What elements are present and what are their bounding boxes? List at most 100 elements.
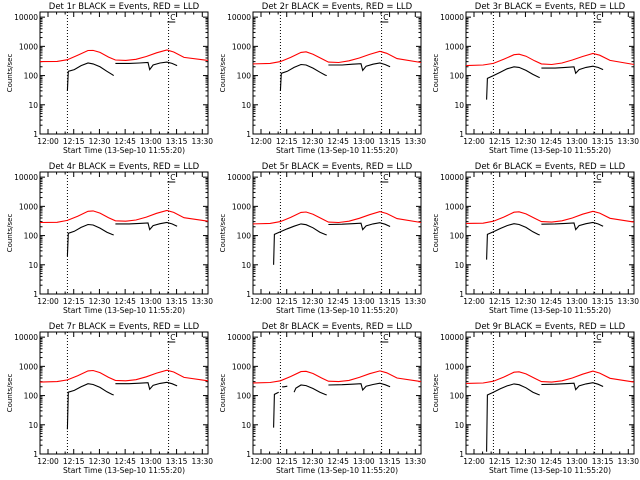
x-tick-label: 12:30 bbox=[89, 137, 111, 146]
y-tick-label: 10 bbox=[454, 101, 464, 110]
y-tick-label: 10000 bbox=[440, 173, 464, 182]
x-tick-label: 12:00 bbox=[37, 457, 59, 466]
x-tick-label: 13:00 bbox=[353, 137, 375, 146]
x-tick-label: 13:00 bbox=[566, 297, 588, 306]
x-axis-label: Start Time (13-Sep-10 11:55:20) bbox=[276, 466, 398, 475]
flag-label: C bbox=[170, 173, 175, 182]
plot-frame bbox=[39, 331, 209, 455]
x-axis-label: Start Time (13-Sep-10 11:55:20) bbox=[489, 146, 611, 155]
y-tick-label: 1 bbox=[459, 130, 464, 139]
series-lld-line bbox=[252, 370, 422, 384]
y-tick-label: 1 bbox=[246, 450, 251, 459]
x-tick-label: 13:15 bbox=[379, 137, 401, 146]
y-tick-label: 1000 bbox=[232, 42, 251, 51]
x-tick-label: 12:45 bbox=[540, 457, 562, 466]
chart-title: Det 1r BLACK = Events, RED = LLD bbox=[49, 2, 200, 12]
series-lld-line bbox=[39, 209, 209, 224]
y-tick-label: 10 bbox=[28, 421, 38, 430]
y-tick-label: 1000 bbox=[19, 362, 38, 371]
y-tick-label: 100 bbox=[450, 72, 465, 81]
series-events-line bbox=[328, 62, 391, 72]
y-tick-label: 100 bbox=[237, 72, 252, 81]
y-axis-label: Counts/sec bbox=[6, 374, 14, 413]
series-events-line bbox=[66, 223, 114, 257]
series-lld-line bbox=[39, 369, 209, 383]
x-tick-label: 13:30 bbox=[191, 457, 213, 466]
y-tick-label: 10 bbox=[28, 101, 38, 110]
y-tick-label: 100 bbox=[450, 392, 465, 401]
y-axis-label: Counts/sec bbox=[432, 374, 440, 413]
y-tick-label: 10 bbox=[241, 261, 251, 270]
series-events-line bbox=[486, 223, 540, 260]
x-tick-label: 12:00 bbox=[37, 297, 59, 306]
y-tick-label: 10000 bbox=[14, 13, 38, 22]
x-tick-label: 12:45 bbox=[114, 297, 136, 306]
series-lld-line bbox=[252, 211, 422, 225]
y-tick-label: 1 bbox=[459, 290, 464, 299]
plot-frame bbox=[39, 11, 209, 135]
x-tick-label: 12:45 bbox=[114, 457, 136, 466]
x-tick-label: 12:15 bbox=[63, 297, 85, 306]
x-tick-label: 13:00 bbox=[140, 457, 162, 466]
y-axis-label: Counts/sec bbox=[432, 54, 440, 93]
series-events-line bbox=[328, 382, 391, 392]
series-events-line bbox=[486, 66, 540, 100]
y-tick-label: 10 bbox=[241, 101, 251, 110]
chart-det-4: Det 4r BLACK = Events, RED = LLD 1 10 100 10… bbox=[6, 162, 213, 315]
x-tick-label: 12:15 bbox=[489, 297, 511, 306]
y-tick-label: 10 bbox=[454, 261, 464, 270]
flag-label: C bbox=[596, 13, 601, 22]
y-tick-label: 10 bbox=[241, 421, 251, 430]
chart-title: Det 5r BLACK = Events, RED = LLD bbox=[262, 162, 413, 172]
y-tick-label: 1000 bbox=[19, 42, 38, 51]
series-events-line bbox=[541, 382, 604, 391]
x-tick-label: 12:15 bbox=[489, 457, 511, 466]
x-tick-label: 13:30 bbox=[404, 137, 426, 146]
y-tick-label: 10000 bbox=[227, 333, 251, 342]
flag-label: C bbox=[383, 173, 388, 182]
y-tick-label: 10 bbox=[454, 421, 464, 430]
x-tick-label: 13:15 bbox=[592, 137, 614, 146]
x-tick-label: 13:15 bbox=[166, 297, 188, 306]
x-tick-label: 12:00 bbox=[463, 137, 485, 146]
chart-det-2: Det 2r BLACK = Events, RED = LLD 1 10 100 10… bbox=[219, 2, 426, 155]
chart-det-7: Det 7r BLACK = Events, RED = LLD 1 10 100 10… bbox=[6, 322, 213, 475]
y-tick-label: 10 bbox=[28, 261, 38, 270]
flag-label: C bbox=[170, 333, 175, 342]
series-lld-line bbox=[252, 50, 422, 65]
series-events-line bbox=[279, 63, 327, 91]
x-tick-label: 13:00 bbox=[566, 457, 588, 466]
series-lld-line bbox=[465, 52, 635, 67]
y-tick-label: 100 bbox=[450, 232, 465, 241]
x-tick-label: 13:00 bbox=[566, 137, 588, 146]
y-tick-label: 100 bbox=[237, 232, 252, 241]
y-tick-label: 1000 bbox=[445, 42, 464, 51]
x-tick-label: 13:30 bbox=[617, 457, 639, 466]
x-axis-label: Start Time (13-Sep-10 11:55:20) bbox=[63, 466, 185, 475]
flag-label: C bbox=[383, 13, 388, 22]
x-tick-label: 13:30 bbox=[191, 297, 213, 306]
y-tick-label: 1000 bbox=[445, 362, 464, 371]
flag-label: C bbox=[383, 333, 388, 342]
x-tick-label: 12:15 bbox=[276, 137, 298, 146]
x-tick-label: 12:00 bbox=[250, 457, 272, 466]
y-tick-label: 1 bbox=[246, 130, 251, 139]
x-tick-label: 12:45 bbox=[540, 137, 562, 146]
x-axis-label: Start Time (13-Sep-10 11:55:20) bbox=[489, 466, 611, 475]
x-tick-label: 12:30 bbox=[89, 457, 111, 466]
y-tick-label: 10000 bbox=[227, 173, 251, 182]
x-tick-label: 13:15 bbox=[166, 137, 188, 146]
y-tick-label: 1000 bbox=[232, 362, 251, 371]
x-tick-label: 12:45 bbox=[327, 297, 349, 306]
x-tick-label: 13:30 bbox=[404, 297, 426, 306]
y-tick-label: 100 bbox=[24, 392, 39, 401]
series-lld-line bbox=[465, 210, 635, 224]
x-tick-label: 12:15 bbox=[63, 137, 85, 146]
series-events-line bbox=[541, 221, 604, 231]
series-events-line bbox=[328, 222, 391, 231]
chart-title: Det 7r BLACK = Events, RED = LLD bbox=[49, 322, 200, 332]
x-tick-label: 12:30 bbox=[515, 457, 537, 466]
flag-label: C bbox=[596, 333, 601, 342]
series-events-line bbox=[66, 383, 114, 430]
plot-frame bbox=[252, 171, 422, 295]
